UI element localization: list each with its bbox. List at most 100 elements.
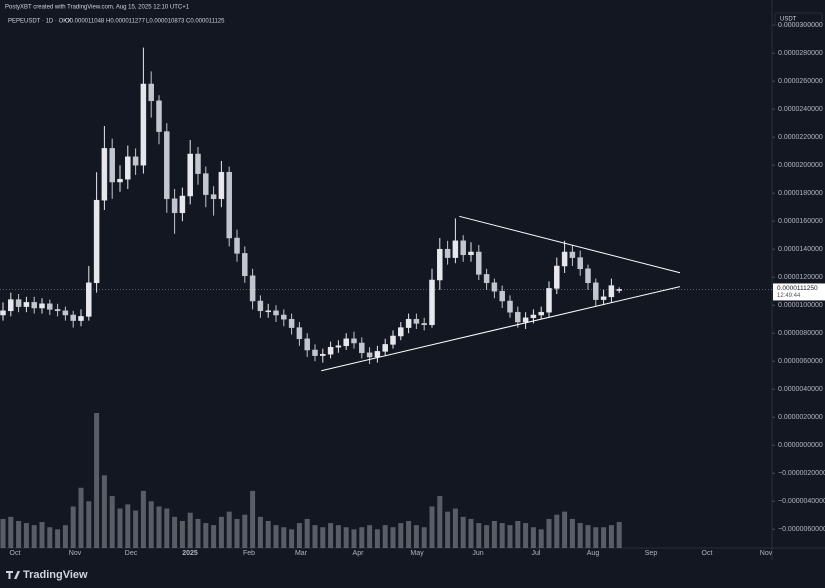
trendline: [321, 286, 681, 372]
candle-body: [437, 248, 443, 281]
candle-body: [343, 338, 349, 347]
x-tick-label: Apr: [353, 550, 365, 557]
candle-body: [164, 131, 170, 200]
volume-bar: [320, 527, 326, 548]
volume-bar: [94, 413, 100, 548]
volume-bar: [569, 518, 575, 548]
candle-body: [109, 148, 115, 183]
volume-bar: [460, 516, 466, 548]
candle-body: [390, 335, 396, 345]
y-tick-label: −0.0000060000: [778, 526, 825, 533]
candle-body: [148, 83, 154, 102]
candle-body: [125, 156, 131, 180]
candle-body: [288, 318, 295, 328]
y-tick-label: 0.0000160000: [778, 218, 823, 225]
candle-body: [429, 279, 435, 326]
volume-bar: [125, 504, 131, 548]
volume-bar: [601, 527, 607, 548]
x-tick-label: Feb: [243, 550, 255, 557]
candle-body: [210, 194, 217, 200]
candle-body: [15, 299, 22, 307]
y-tick-label: 0.0000180000: [778, 190, 823, 197]
volume-bar: [515, 521, 521, 548]
candle-body: [405, 318, 412, 328]
last-price-label: 0.0000111250: [777, 285, 818, 292]
volume-bar: [86, 501, 92, 548]
candle-body: [335, 345, 342, 348]
y-tick-label: 0.0000260000: [778, 78, 823, 85]
candle-body: [39, 303, 45, 309]
countdown: 12:49:44: [777, 293, 801, 299]
volume-bar: [31, 525, 37, 548]
currency[interactable]: USDT: [780, 17, 797, 23]
candle-body: [546, 288, 552, 313]
volume-bar: [351, 529, 357, 548]
volume-bar: [593, 527, 599, 548]
candle-body: [304, 338, 310, 351]
volume-bar: [218, 516, 224, 548]
x-tick-label: Aug: [587, 550, 600, 557]
candle-body: [374, 351, 381, 358]
candle-body: [296, 327, 303, 340]
candle-body: [203, 173, 209, 195]
y-tick-label: 0.0000100000: [778, 302, 823, 309]
volume-bar: [304, 518, 310, 548]
volume-bar: [382, 525, 388, 548]
volume-bar: [530, 527, 536, 548]
volume-bar: [421, 527, 427, 548]
candle-body: [382, 344, 388, 352]
volume-bar: [523, 523, 529, 548]
candle-body: [86, 282, 92, 317]
y-tick-label: 0.0000060000: [778, 358, 823, 365]
volume-bar: [156, 506, 162, 548]
volume-bar: [398, 523, 404, 548]
x-tick-label: Jun: [472, 550, 483, 557]
candle-body: [54, 309, 61, 312]
candle-body: [93, 199, 100, 284]
y-tick-label: 0.0000020000: [778, 414, 823, 421]
candle-body: [218, 171, 225, 200]
y-tick-label: 0.0000080000: [778, 330, 823, 337]
legend-symbol: PEPEUSDT · 1D · OKX: [8, 19, 71, 25]
candle-body: [452, 240, 459, 258]
y-tick-label: 0.0000240000: [778, 106, 823, 113]
candle-body: [70, 314, 76, 321]
candle-body: [359, 342, 365, 354]
x-tick-label: Oct: [10, 550, 21, 557]
x-tick-label: Nov: [760, 550, 773, 557]
y-tick-label: 0.0000120000: [778, 274, 823, 281]
x-tick-label: May: [410, 550, 424, 557]
currency-box[interactable]: [774, 12, 823, 26]
volume-bar: [179, 521, 185, 548]
volume-bar: [562, 511, 568, 548]
x-tick-label: Jul: [532, 550, 541, 557]
legend-high: H0.000011277: [106, 19, 146, 25]
x-tick-label: Mar: [295, 550, 308, 557]
candle-body: [242, 253, 248, 277]
volume-bar: [367, 525, 373, 548]
volume-bar: [101, 475, 107, 548]
x-tick-label: 2025: [182, 550, 198, 557]
last-price-box: [773, 283, 825, 301]
y-tick-label: 0.0000280000: [778, 50, 823, 57]
volume-bar: [164, 508, 170, 548]
y-tick-label: 0.0000000000: [778, 442, 823, 449]
volume-bar: [62, 525, 68, 548]
volume-bar: [335, 525, 341, 548]
volume-bar: [195, 518, 201, 548]
y-tick-label: 0.0000300000: [778, 22, 823, 29]
candle-body: [398, 327, 404, 337]
volume-bar: [257, 516, 263, 548]
candle-body: [226, 171, 232, 239]
volume-bar: [413, 525, 419, 548]
candle-body: [101, 148, 108, 201]
candle-body: [265, 310, 271, 313]
volume-bar: [16, 521, 22, 548]
volume-bar: [538, 529, 544, 548]
volume-bar: [608, 525, 614, 548]
candle-body: [483, 274, 490, 284]
volume-bar: [234, 518, 240, 548]
candle-body: [0, 310, 6, 316]
y-tick-label: 0.0000140000: [778, 246, 823, 253]
